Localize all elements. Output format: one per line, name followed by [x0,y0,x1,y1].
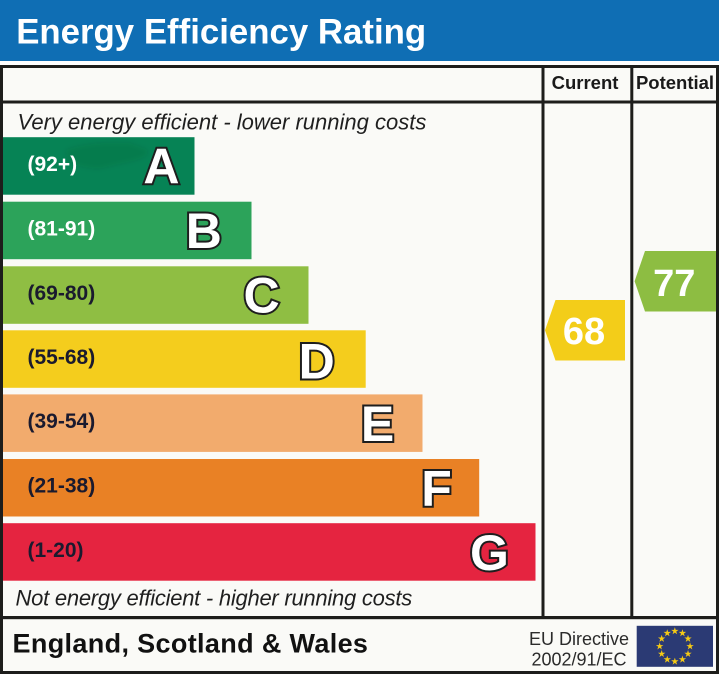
svg-text:68: 68 [563,311,605,353]
svg-text:Energy Efficiency Rating: Energy Efficiency Rating [16,12,426,51]
svg-text:EU Directive: EU Directive [529,629,629,649]
svg-text:(69-80): (69-80) [28,282,96,305]
svg-text:(21-38): (21-38) [28,475,96,498]
svg-text:(55-68): (55-68) [28,346,96,369]
svg-text:B: B [186,203,222,259]
svg-text:77: 77 [653,263,695,305]
svg-text:E: E [361,396,394,452]
svg-text:(81-91): (81-91) [28,217,96,240]
svg-text:F: F [421,461,452,517]
svg-text:Current: Current [552,72,619,93]
svg-text:(39-54): (39-54) [28,410,96,433]
svg-text:Potential: Potential [636,72,714,93]
svg-text:Very energy efficient - lower: Very energy efficient - lower running co… [18,109,427,134]
svg-text:(92+): (92+) [28,153,78,176]
svg-text:G: G [470,525,509,581]
svg-text:C: C [243,267,279,323]
svg-text:2002/91/EC: 2002/91/EC [531,650,626,670]
svg-text:A: A [143,139,179,195]
svg-text:England, Scotland & Wales: England, Scotland & Wales [13,629,369,659]
svg-text:(1-20): (1-20) [28,539,84,562]
svg-text:Not energy efficient - higher: Not energy efficient - higher running co… [16,586,413,611]
svg-text:D: D [299,333,335,389]
